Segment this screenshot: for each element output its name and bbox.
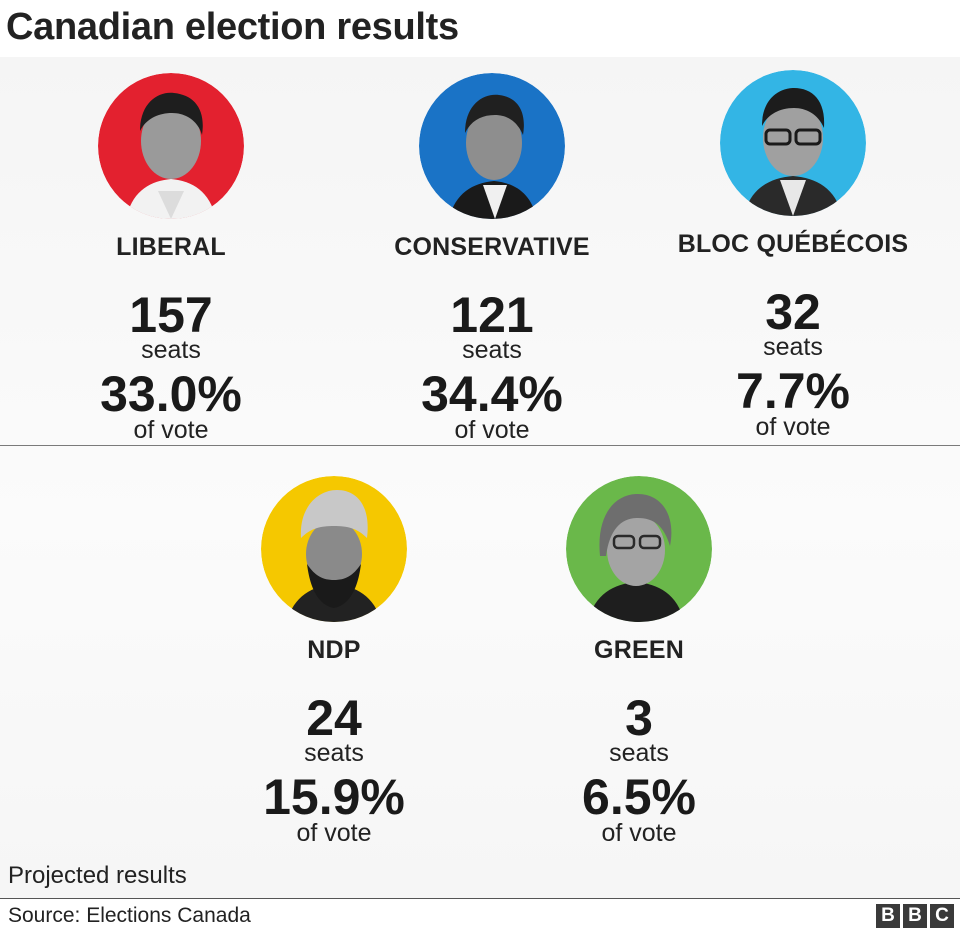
vote-share: 33.0%: [100, 366, 242, 422]
seat-count: 24: [306, 690, 362, 746]
portrait-icon: [261, 476, 407, 622]
vote-label: of vote: [454, 416, 530, 444]
bbc-logo: B B C: [876, 904, 954, 928]
seats-label: seats: [763, 333, 823, 361]
vote-label: of vote: [296, 819, 372, 847]
row-divider: [0, 445, 960, 446]
party-card-bloc-quebecois: BLOC QUÉBÉCOIS 32 seats 7.7% of vote: [643, 70, 943, 441]
party-name: CONSERVATIVE: [394, 233, 590, 261]
logo-letter: B: [903, 904, 927, 928]
party-card-liberal: LIBERAL 157 seats 33.0% of vote: [21, 73, 321, 444]
leader-avatar-bloc-quebecois: [720, 70, 866, 216]
party-name: BLOC QUÉBÉCOIS: [677, 230, 909, 258]
seats-label: seats: [462, 336, 522, 364]
leader-avatar-ndp: [261, 476, 407, 622]
projected-note: Projected results: [8, 862, 187, 889]
vote-label: of vote: [133, 416, 209, 444]
party-name: NDP: [307, 636, 361, 664]
party-card-conservative: CONSERVATIVE 121 seats 34.4% of vote: [342, 73, 642, 444]
portrait-icon: [419, 73, 565, 219]
party-card-green: GREEN 3 seats 6.5% of vote: [489, 476, 789, 847]
vote-share: 6.5%: [582, 769, 696, 825]
seat-count: 121: [450, 287, 534, 343]
logo-letter: B: [876, 904, 900, 928]
portrait-icon: [98, 73, 244, 219]
leader-avatar-green: [566, 476, 712, 622]
party-name: GREEN: [594, 636, 684, 664]
source-credit: Source: Elections Canada: [8, 904, 251, 927]
page-title: Canadian election results: [6, 6, 459, 48]
leader-avatar-liberal: [98, 73, 244, 219]
portrait-icon: [566, 476, 712, 622]
seat-count: 32: [765, 284, 821, 340]
vote-share: 7.7%: [736, 363, 850, 419]
logo-letter: C: [930, 904, 954, 928]
seats-label: seats: [141, 336, 201, 364]
seat-count: 3: [625, 690, 653, 746]
seats-label: seats: [609, 739, 669, 767]
seats-label: seats: [304, 739, 364, 767]
vote-share: 34.4%: [421, 366, 563, 422]
vote-label: of vote: [601, 819, 677, 847]
party-card-ndp: NDP 24 seats 15.9% of vote: [184, 476, 484, 847]
seat-count: 157: [129, 287, 213, 343]
leader-avatar-conservative: [419, 73, 565, 219]
vote-label: of vote: [755, 413, 831, 441]
vote-share: 15.9%: [263, 769, 405, 825]
party-name: LIBERAL: [116, 233, 226, 261]
footer-divider: [0, 898, 960, 899]
portrait-icon: [720, 70, 866, 216]
